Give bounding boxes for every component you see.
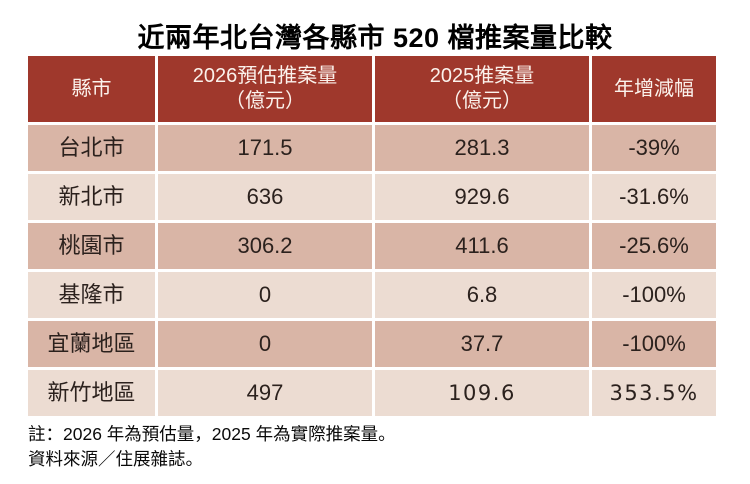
header-2025-line2: （億元） — [442, 90, 522, 112]
header-2025-line1: 2025推案量 — [429, 65, 535, 87]
footnote-source: 資料來源／住展雜誌。 — [28, 449, 203, 470]
cell-yoy-value: -31.6% — [592, 174, 716, 220]
cell-yoy-value: -39% — [592, 125, 716, 171]
header-2026-line2: （億元） — [225, 90, 305, 112]
cell-2026-value: 171.5 — [158, 125, 372, 171]
cell-yoy-value: -25.6% — [592, 223, 716, 269]
cell-2026-value: 306.2 — [158, 223, 372, 269]
cell-city: 宜蘭地區 — [28, 321, 155, 367]
header-cell-city: 縣市 — [28, 56, 155, 122]
cell-2025-value: 929.6 — [375, 174, 589, 220]
header-yoy-label: 年增減幅 — [614, 77, 694, 100]
header-cell-yoy: 年增減幅 — [592, 56, 716, 122]
cell-2026-value: 0 — [158, 321, 372, 367]
cell-2026-value: 636 — [158, 174, 372, 220]
cell-yoy-value: -100% — [592, 272, 716, 318]
cell-city: 桃園市 — [28, 223, 155, 269]
cell-2026-value: 497 — [158, 370, 372, 416]
cell-2025-value: 37.7 — [375, 321, 589, 367]
cell-yoy-value: -100% — [592, 321, 716, 367]
comparison-table: 縣市 2026預估推案量 （億元） 2025推案量 （億元） 年增減幅 台北市 … — [28, 56, 716, 416]
cell-2025-value: 411.6 — [375, 223, 589, 269]
cell-city: 台北市 — [28, 125, 155, 171]
page-title: 近兩年北台灣各縣市 520 檔推案量比較 — [137, 23, 613, 53]
cell-2025-value: 109.6 — [375, 370, 589, 416]
cell-city: 基隆市 — [28, 272, 155, 318]
cell-city: 新竹地區 — [28, 370, 155, 416]
cell-city: 新北市 — [28, 174, 155, 220]
cell-2025-value: 6.8 — [375, 272, 589, 318]
header-cell-2025: 2025推案量 （億元） — [375, 56, 589, 122]
header-2026-line1: 2026預估推案量 — [192, 65, 338, 87]
cell-2025-value: 281.3 — [375, 125, 589, 171]
footnotes: 註：2026 年為預估量，2025 年為實際推案量。 資料來源／住展雜誌。 — [28, 422, 396, 473]
cell-2026-value: 0 — [158, 272, 372, 318]
cell-yoy-value: 353.5% — [592, 370, 716, 416]
header-city-label: 縣市 — [71, 77, 112, 100]
footnote-definition: 註：2026 年為預估量，2025 年為實際推案量。 — [28, 424, 396, 444]
header-cell-2026: 2026預估推案量 （億元） — [158, 56, 372, 122]
